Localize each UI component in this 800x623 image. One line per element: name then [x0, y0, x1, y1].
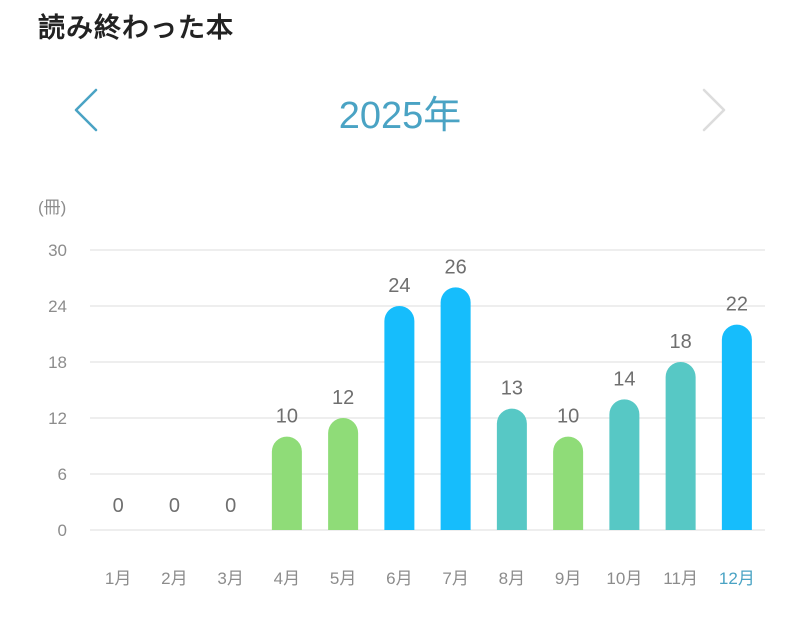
y-tick-label: 0	[58, 521, 67, 540]
bar-8[interactable]	[496, 408, 527, 530]
year-navigator: 2025年	[0, 80, 800, 140]
page-title: 読み終わった本	[38, 13, 234, 44]
data-label: 0	[169, 495, 180, 517]
bar-5[interactable]	[328, 418, 359, 530]
y-tick-label: 6	[58, 465, 67, 484]
year-label: 2025年	[338, 95, 462, 137]
x-tick-label[interactable]: 12月	[719, 569, 755, 588]
chevron-right-icon	[702, 88, 726, 132]
bar-10[interactable]	[609, 399, 640, 530]
bar-4[interactable]	[271, 436, 302, 530]
data-label: 14	[613, 368, 635, 390]
y-tick-label: 12	[48, 409, 67, 428]
x-tick-label[interactable]: 11月	[663, 569, 698, 588]
bar-7[interactable]	[440, 287, 471, 530]
data-label: 13	[501, 378, 523, 400]
x-tick-label[interactable]: 8月	[499, 569, 525, 588]
bar-9[interactable]	[553, 436, 584, 530]
previous-year-button[interactable]	[66, 88, 110, 132]
data-label: 18	[670, 331, 692, 353]
next-year-button[interactable]	[690, 88, 734, 132]
bar-12[interactable]	[721, 324, 752, 530]
y-tick-label: 24	[48, 297, 67, 316]
data-label: 12	[332, 387, 354, 409]
x-tick-label[interactable]: 2月	[161, 569, 187, 588]
x-tick-label[interactable]: 3月	[217, 569, 243, 588]
x-tick-label[interactable]: 1月	[105, 569, 131, 588]
y-tick-label: 30	[48, 241, 67, 260]
x-tick-label[interactable]: 7月	[442, 569, 468, 588]
x-tick-label[interactable]: 5月	[330, 569, 356, 588]
chevron-left-icon	[74, 88, 98, 132]
x-tick-label[interactable]: 6月	[386, 569, 412, 588]
monthly-books-chart: (冊) 0 6 12 18 24 30 0 1月 0 2月 0 3月 10 4月 12 5月 24 6月 26 7月 13…	[38, 198, 765, 588]
y-axis-unit-label: (冊)	[38, 198, 66, 217]
x-tick-label[interactable]: 10月	[606, 569, 642, 588]
y-tick-label: 18	[48, 353, 67, 372]
x-tick-label[interactable]: 4月	[274, 569, 300, 588]
bar-11[interactable]	[665, 362, 696, 530]
data-label: 10	[557, 406, 579, 428]
x-tick-label[interactable]: 9月	[555, 569, 581, 588]
data-label: 24	[388, 275, 410, 297]
bar-6[interactable]	[384, 306, 415, 530]
data-label: 0	[113, 495, 124, 517]
data-label: 10	[276, 406, 298, 428]
data-label: 22	[726, 294, 748, 316]
data-label: 0	[225, 495, 236, 517]
data-label: 26	[445, 256, 467, 278]
